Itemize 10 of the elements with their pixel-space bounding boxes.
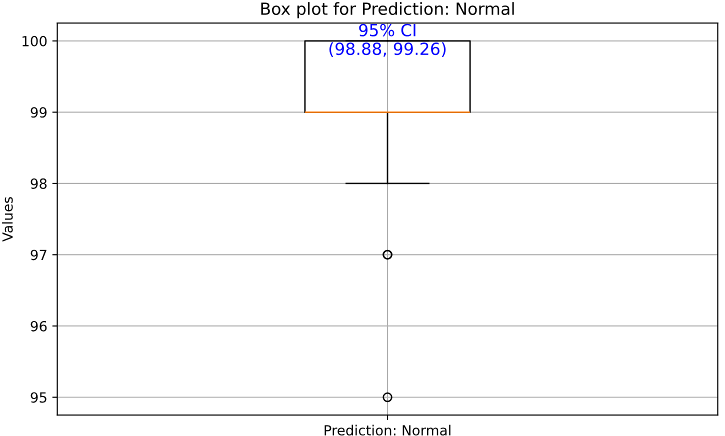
x-tick-label: Prediction: Normal [324, 424, 450, 436]
y-tick-label: 96 [30, 320, 47, 332]
chart-title: Box plot for Prediction: Normal [261, 2, 514, 18]
annotation: 95% CI (98.88, 99.26) [329, 24, 446, 58]
y-axis-title: Values [2, 197, 13, 242]
y-tick-label: 99 [30, 107, 47, 118]
y-tick-label: 100 [22, 36, 47, 46]
y-tick-label: 95 [30, 392, 46, 403]
y-tick-label: 97 [30, 250, 46, 260]
y-tick-label: 98 [30, 178, 47, 189]
